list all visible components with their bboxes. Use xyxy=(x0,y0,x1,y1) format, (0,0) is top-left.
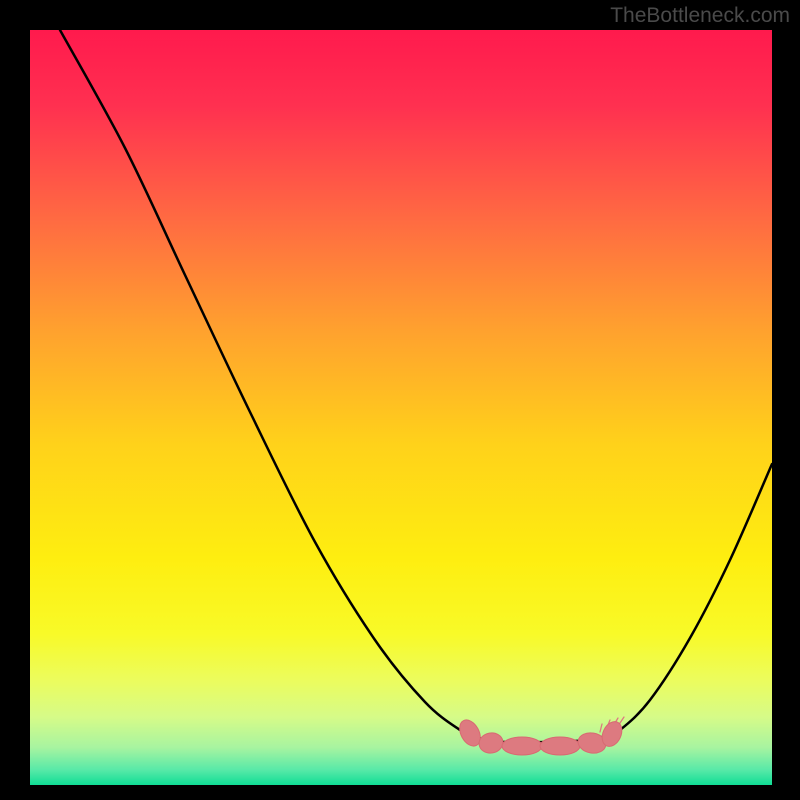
chart-background xyxy=(30,30,772,785)
chart-svg xyxy=(30,30,772,785)
watermark-text: TheBottleneck.com xyxy=(610,4,790,28)
chart-plot-area xyxy=(30,30,772,785)
